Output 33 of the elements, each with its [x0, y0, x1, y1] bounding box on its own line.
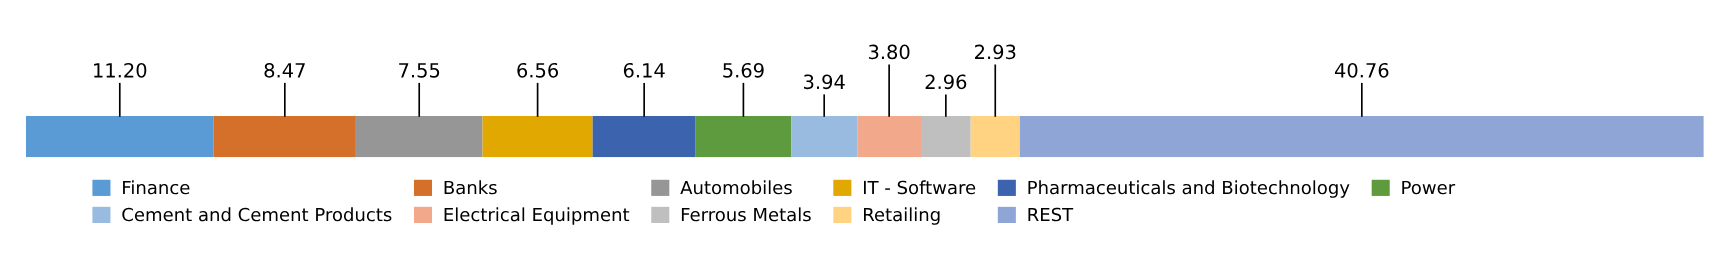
data-label: 11.20	[94, 62, 147, 78]
data-label: 3.80	[868, 44, 910, 60]
bar	[695, 115, 792, 158]
legend-label: Ferrous Metals	[681, 207, 811, 222]
data-label: 5.69	[723, 62, 764, 78]
data-label: 6.56	[517, 62, 559, 78]
legend-label: Retailing	[863, 207, 940, 225]
bar	[791, 115, 858, 158]
legend-label: Automobiles	[680, 180, 792, 195]
data-label: 6.14	[623, 62, 665, 78]
legend-label: Electrical Equipment	[444, 207, 630, 225]
data-label: 2.93	[975, 44, 1016, 60]
legend-label: IT - Software	[863, 180, 976, 195]
bar	[970, 115, 1020, 158]
legend-label: Power	[1402, 180, 1456, 195]
legend-label: REST	[1028, 207, 1074, 222]
data-label: 40.76	[1334, 62, 1389, 78]
legend-label: Finance	[123, 180, 190, 195]
bar	[355, 115, 483, 158]
legend-label: Pharmaceuticals and Biotechnology	[1028, 180, 1350, 198]
data-label: 2.96	[925, 74, 967, 90]
legend-label: Cement and Cement Products	[122, 207, 392, 222]
bar	[921, 115, 971, 158]
data-label: 8.47	[264, 62, 305, 78]
bar	[857, 115, 922, 158]
bar	[25, 115, 214, 158]
legend-label: Banks	[444, 180, 497, 195]
bar	[213, 115, 356, 158]
data-label: 7.55	[399, 63, 440, 78]
data-label: 3.94	[804, 74, 845, 90]
bar	[592, 115, 696, 158]
bar	[482, 115, 593, 158]
bar	[1019, 115, 1704, 158]
